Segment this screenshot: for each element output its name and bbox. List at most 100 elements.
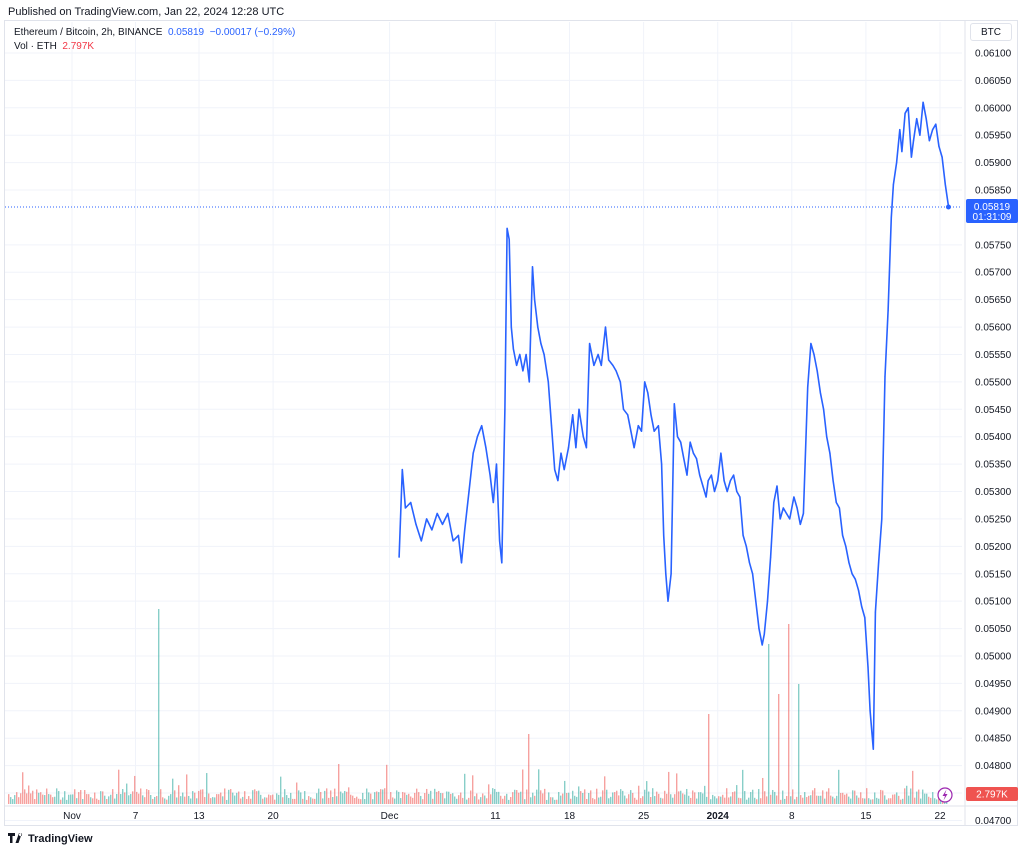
volume-bar (808, 795, 810, 804)
price-point (436, 512, 438, 515)
price-point (585, 447, 588, 449)
volume-bar (484, 795, 486, 804)
volume-bar (716, 798, 718, 804)
price-point (506, 227, 508, 229)
tradingview-logo-icon (8, 832, 24, 846)
price-point (832, 479, 834, 482)
volume-bar (914, 797, 916, 804)
price-point (468, 490, 470, 493)
volume-bar (858, 797, 860, 804)
volume-bar (330, 790, 332, 804)
volume-bar (164, 798, 166, 804)
volume-bar (188, 795, 190, 804)
currency-button[interactable]: BTC (970, 23, 1012, 41)
x-tick-label: 11 (490, 811, 501, 822)
volume-bar (228, 789, 230, 804)
volume-bar (766, 796, 768, 804)
price-point (676, 436, 679, 438)
volume-label[interactable]: Vol · ETH (14, 41, 57, 52)
volume-bar (804, 792, 806, 804)
volume-bar (782, 790, 784, 804)
price-point (547, 381, 549, 383)
price-point (887, 310, 889, 312)
symbol-label[interactable]: Ethereum / Bitcoin, 2h, BINANCE (14, 27, 163, 38)
volume-bar (182, 792, 184, 804)
volume-bar (368, 792, 370, 804)
volume-bar (60, 799, 62, 804)
volume-bar (440, 793, 442, 804)
volume-bar (720, 796, 722, 804)
volume-bar (830, 795, 832, 804)
volume-bar (650, 797, 652, 804)
volume-bar (936, 799, 938, 804)
y-tick-label: 0.05950 (975, 131, 1012, 142)
price-point (627, 414, 629, 416)
volume-bar (316, 793, 318, 804)
volume-bar (52, 797, 54, 804)
volume-bar (668, 771, 670, 804)
price-point (457, 534, 459, 536)
volume-bar (934, 798, 936, 804)
volume-bar (506, 793, 508, 804)
volume-bar (854, 790, 856, 804)
volume-bar (606, 789, 608, 804)
volume-bar (616, 790, 618, 804)
volume-bar (796, 796, 798, 804)
volume-bar (248, 796, 250, 804)
volume-bar (788, 624, 790, 804)
x-tick-label: 2024 (707, 811, 730, 822)
volume-bar (718, 796, 720, 804)
volume-bar (254, 789, 256, 804)
tradingview-brand[interactable]: TradingView (8, 832, 93, 846)
price-point (657, 425, 660, 427)
volume-bar (724, 797, 726, 804)
volume-bar (450, 793, 452, 804)
price-line[interactable] (398, 101, 950, 750)
volume-bar (890, 798, 892, 804)
volume-bar (598, 797, 600, 804)
volume-bar (70, 794, 72, 804)
price-point (525, 353, 527, 356)
price-point (680, 441, 682, 443)
y-tick-label: 0.05150 (975, 569, 1012, 580)
price-point (813, 353, 815, 356)
volume-bar (328, 797, 330, 804)
volume-bar (418, 792, 420, 804)
volume-bar (414, 792, 416, 804)
volume-bar (468, 797, 470, 804)
volume-bar (226, 799, 228, 804)
volume-bar (412, 797, 414, 804)
volume-bar (82, 799, 84, 804)
chart-legend: Ethereum / Bitcoin, 2h, BINANCE 0.05819 … (14, 26, 295, 54)
volume-bar (44, 795, 46, 804)
volume-bar (532, 792, 534, 804)
volume-bar (904, 788, 906, 804)
volume-bar (236, 792, 238, 804)
volume-bar (386, 764, 388, 804)
volume-bar (434, 788, 436, 804)
price-point (910, 156, 913, 158)
volume-bar (36, 789, 38, 804)
volume-bar (104, 795, 106, 804)
price-point (928, 140, 931, 142)
volume-bar (750, 792, 752, 804)
volume-bar (334, 788, 336, 804)
volume-bar (726, 788, 728, 804)
volume-bar (748, 797, 750, 804)
price-point (872, 748, 874, 750)
volume-bar (460, 792, 462, 804)
volume-bar (126, 783, 128, 804)
volume-bar (310, 797, 312, 804)
price-point (550, 425, 553, 427)
volume-bar (690, 797, 692, 804)
volume-bar (640, 798, 642, 804)
volume-bar (630, 790, 632, 804)
volume-bar (124, 792, 126, 804)
volume-bar (286, 795, 288, 804)
volume-bar (698, 792, 700, 804)
price-point (515, 364, 518, 367)
volume-bar (204, 797, 206, 804)
price-point (415, 523, 417, 526)
volume-bar (710, 799, 712, 804)
